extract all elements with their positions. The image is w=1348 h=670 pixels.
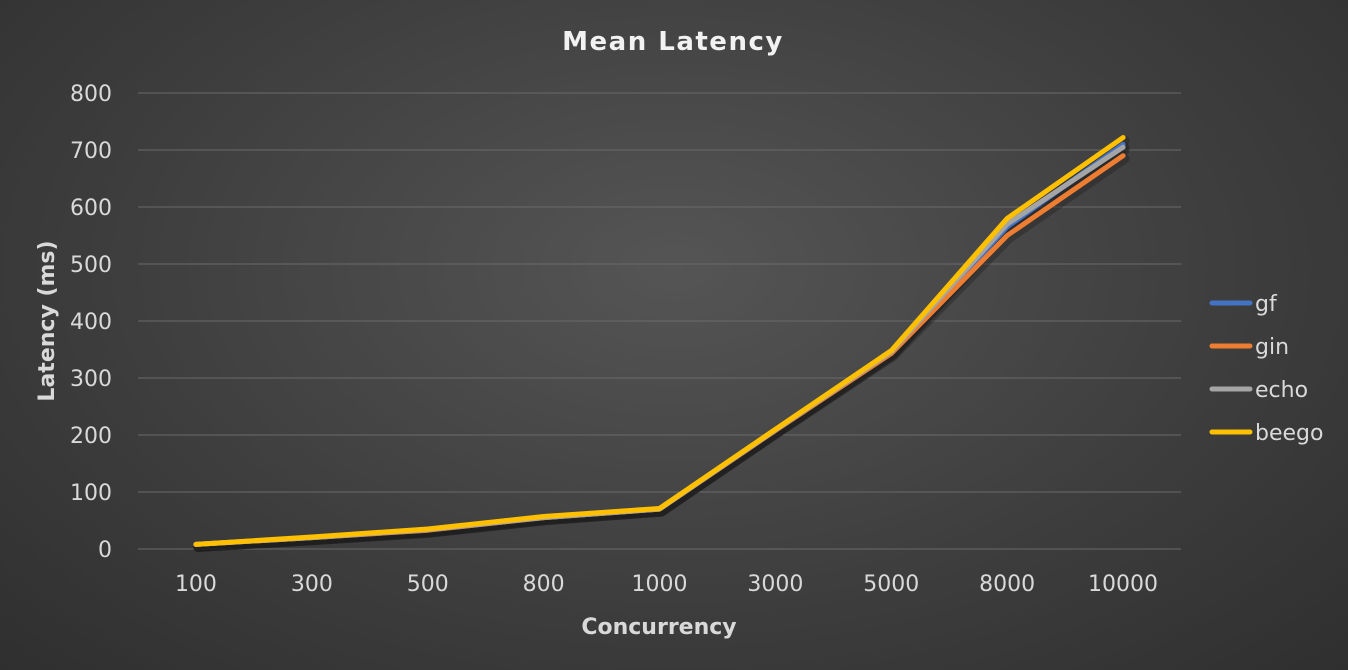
x-tick-label: 10000 (1088, 572, 1158, 597)
y-tick-label: 800 (70, 82, 112, 107)
series-line-gin (193, 153, 1126, 547)
x-tick-label: 5000 (863, 572, 919, 597)
x-tick-label: 500 (407, 572, 449, 597)
x-axis-ticks: 100 300 500 800 1000 3000 5000 8000 10000 (175, 572, 1158, 597)
y-tick-label: 0 (98, 538, 112, 563)
series-line-beego (193, 135, 1126, 547)
y-tick-label: 500 (70, 253, 112, 278)
series-line-gf (193, 141, 1126, 547)
series-lines (193, 135, 1130, 552)
legend-label-beego: beego (1255, 421, 1323, 446)
series-shadow (193, 136, 1130, 552)
x-tick-label: 800 (523, 572, 565, 597)
legend-label-gin: gin (1255, 335, 1289, 360)
y-axis-title: Latency (ms) (35, 240, 60, 401)
x-tick-label: 300 (291, 572, 333, 597)
y-tick-label: 100 (70, 481, 112, 506)
x-tick-label: 100 (175, 572, 217, 597)
series-shadow (193, 154, 1130, 552)
y-tick-label: 700 (70, 139, 112, 164)
y-tick-label: 200 (70, 424, 112, 449)
legend: gf gin echo beego (1209, 292, 1323, 446)
x-tick-label: 3000 (747, 572, 803, 597)
series-shadow (193, 145, 1130, 552)
x-axis-title: Concurrency (581, 615, 736, 640)
gridlines (138, 92, 1181, 550)
x-tick-label: 8000 (979, 572, 1035, 597)
y-tick-label: 600 (70, 196, 112, 221)
legend-label-gf: gf (1255, 292, 1278, 317)
chart-title: Mean Latency (562, 27, 784, 57)
legend-label-echo: echo (1255, 378, 1308, 403)
y-axis-ticks: 0 100 200 300 400 500 600 700 800 (70, 82, 112, 563)
x-tick-label: 1000 (632, 572, 688, 597)
y-tick-label: 300 (70, 367, 112, 392)
y-tick-label: 400 (70, 310, 112, 335)
